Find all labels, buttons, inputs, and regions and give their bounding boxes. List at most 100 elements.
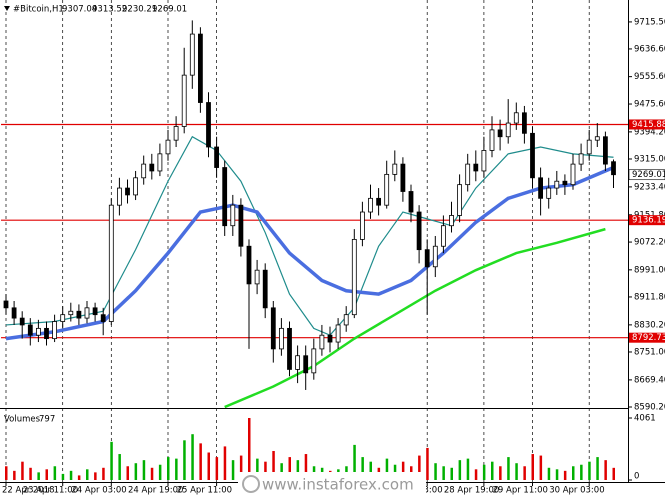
volume-bar [531, 454, 534, 480]
candle-body [141, 163, 147, 179]
volume-bar [45, 469, 48, 480]
volume-bar [239, 455, 243, 480]
candle-body [222, 167, 228, 227]
candle-body [19, 317, 25, 326]
candle-body [449, 215, 454, 227]
watermark-logo [242, 475, 260, 493]
volume-bar [385, 458, 389, 480]
volume-bar [288, 457, 291, 480]
y-tick-label: 9315.00 [634, 154, 665, 164]
candle-body [465, 163, 471, 186]
candle-body [11, 307, 17, 319]
candle-body [368, 197, 373, 213]
volume-bar [474, 469, 478, 480]
candle-body [457, 184, 463, 216]
volume-last: 797 [39, 415, 55, 425]
volume-bar [491, 461, 494, 480]
x-tick-label: 24 Apr 03:00 [71, 486, 126, 496]
volume-bar [604, 460, 607, 480]
volume-bar [175, 458, 178, 480]
volume-bar [256, 458, 259, 480]
candle-body [554, 180, 560, 189]
volume-bar [523, 466, 526, 480]
candle-body [497, 129, 503, 138]
volume-bar [126, 466, 129, 480]
candle-body [424, 249, 430, 268]
candle-body [254, 269, 260, 285]
x-tick-label: 25 Apr 11:00 [177, 486, 232, 496]
candle-body [546, 187, 552, 199]
candle-body [440, 225, 446, 247]
candle-body [562, 180, 568, 186]
volume-bar [450, 467, 453, 480]
volume-bar [572, 466, 575, 480]
volume-bar [69, 470, 73, 480]
volume-bar [158, 464, 162, 480]
candle-body [27, 324, 33, 336]
candle-body [473, 163, 479, 172]
x-tick-label: 24 Apr 19:00 [128, 486, 183, 496]
volume-bar [539, 455, 543, 480]
candle-body [181, 74, 187, 127]
candle-body [270, 307, 276, 350]
candle-body [173, 126, 179, 141]
candle-body [36, 327, 41, 336]
y-tick-label: 8991.00 [634, 265, 665, 275]
candle-body [505, 122, 511, 138]
volume-bar [207, 452, 210, 480]
candle-body [189, 33, 195, 76]
candle-body [513, 112, 519, 124]
volume-bar [191, 434, 194, 480]
volume-bar [596, 457, 599, 480]
candle-body [197, 33, 203, 103]
x-tick-label: 29 Apr 11:00 [493, 486, 548, 496]
volume-bar [563, 470, 567, 480]
x-tick-label: 23 Apr 11:00 [23, 486, 78, 496]
volume-bar [272, 450, 275, 480]
level-label: 9415.88 [632, 120, 665, 130]
y-tick-label: 9233.40 [634, 182, 665, 192]
candle-body [611, 161, 616, 176]
x-tick-label: 30 Apr 03:00 [549, 486, 604, 496]
y-tick-label: 8830.20 [634, 320, 665, 330]
volume-bar [94, 472, 97, 480]
volume-bar [118, 454, 121, 480]
volume-tick-label: 0 [634, 472, 639, 482]
volume-bar [29, 467, 32, 480]
candle-body [359, 211, 365, 240]
y-tick-label: 9394.20 [634, 127, 665, 137]
price-panel [1, 20, 628, 408]
candle-body [351, 238, 357, 316]
candle-body [303, 355, 309, 374]
x-tick-label: 22 Apr 2018 [2, 486, 55, 496]
volume-bar [77, 475, 81, 480]
volume-bar [442, 466, 445, 480]
candle-body [586, 139, 592, 155]
grid [5, 0, 590, 482]
volume-bar [167, 457, 170, 480]
level-label-box [629, 332, 665, 343]
candle-body [68, 310, 74, 316]
candle-body [149, 163, 155, 172]
price-label: 9269.01 [632, 170, 665, 180]
close-value: 9269.01 [152, 5, 187, 15]
volume-bar [231, 460, 235, 480]
open-value: 9307.04 [62, 5, 97, 15]
volume-bar [434, 463, 437, 480]
candle-body [538, 177, 543, 199]
candle-body [530, 132, 535, 179]
candle-body [335, 324, 341, 343]
candle-body [287, 327, 292, 370]
volume-bar [418, 455, 421, 480]
volume-bar [547, 467, 551, 480]
level-label: 9136.19 [632, 216, 665, 226]
volume-bar [61, 473, 65, 480]
volume-bar [401, 461, 405, 480]
volume-bar [361, 457, 364, 480]
volume-bar [21, 461, 24, 480]
volume-bar [555, 469, 559, 480]
price-label-box [628, 169, 665, 181]
volume-tick-label: 4061 [634, 414, 656, 424]
candle-body [60, 314, 66, 322]
